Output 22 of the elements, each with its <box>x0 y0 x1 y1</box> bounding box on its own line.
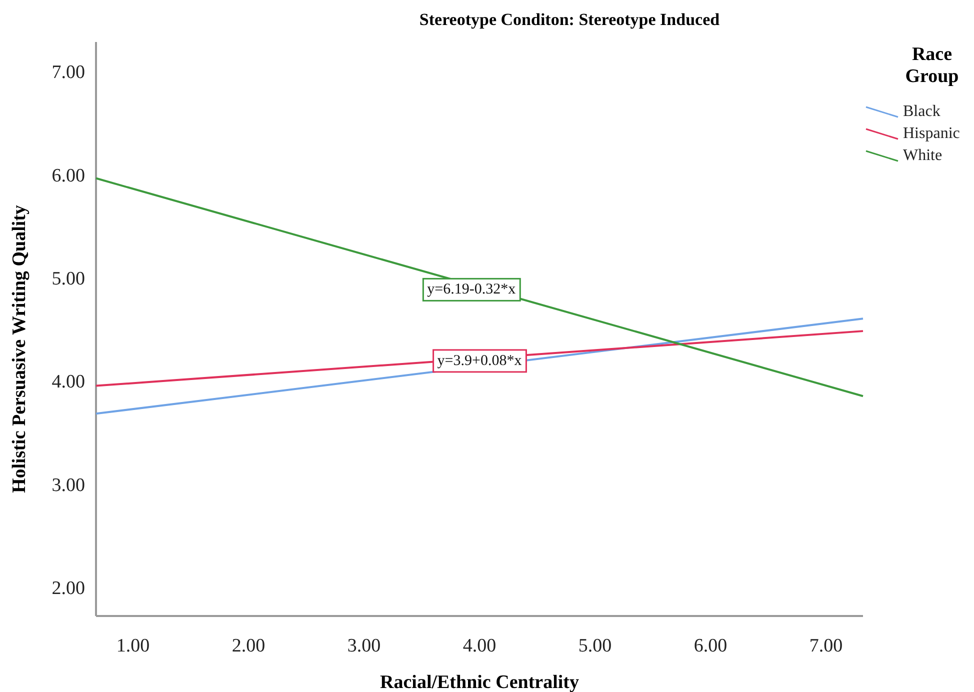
x-tick-label: 4.00 <box>462 635 496 656</box>
legend-label: Black <box>903 103 940 120</box>
x-tick-label: 2.00 <box>232 635 266 656</box>
annotation: y=6.19-0.32*x <box>427 282 516 298</box>
x-tick-label: 1.00 <box>116 635 150 656</box>
chart-title: Stereotype Conditon: Stereotype Induced <box>419 10 720 29</box>
x-axis-title: Racial/Ethnic Centrality <box>380 672 580 692</box>
y-tick-label: 5.00 <box>52 268 85 290</box>
legend-title: Race Group <box>905 44 959 87</box>
annotation: y=3.9+0.08*x <box>437 352 522 369</box>
y-tick-label: 6.00 <box>52 165 85 186</box>
x-tick-label: 6.00 <box>694 635 728 656</box>
x-tick-label: 5.00 <box>578 635 612 656</box>
legend-label: Hispanic <box>903 125 960 142</box>
y-tick-label: 2.00 <box>52 578 85 600</box>
y-tick-label: 4.00 <box>52 372 85 393</box>
x-tick-label: 3.00 <box>347 635 381 656</box>
x-tick-label: 7.00 <box>809 635 843 656</box>
y-tick-label: 3.00 <box>52 474 85 496</box>
y-axis-title: Holistic Persuasive Writing Quality <box>9 204 30 493</box>
legend-label: White <box>903 147 942 164</box>
y-tick-label: 7.00 <box>52 62 85 84</box>
